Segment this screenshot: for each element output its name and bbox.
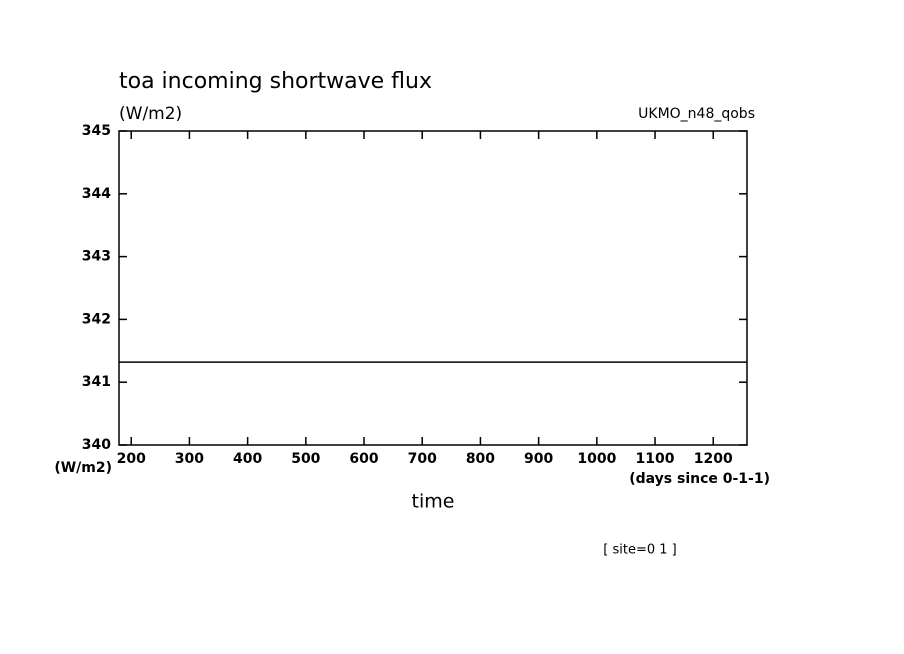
- y-tick-label: 345: [82, 123, 111, 139]
- plot-frame: [118, 130, 748, 446]
- y-tick-label: 342: [82, 311, 111, 327]
- y-tick-label: 340: [82, 437, 111, 453]
- x-units: (days since 0-1-1): [629, 471, 770, 487]
- x-tick-label: 700: [408, 451, 437, 467]
- x-tick-label: 400: [233, 451, 262, 467]
- y-tick-label: 344: [82, 186, 111, 202]
- y-axis-label: (W/m2): [119, 104, 182, 124]
- x-axis-label: time: [412, 491, 455, 513]
- x-tick-label: 900: [524, 451, 553, 467]
- dataset-label: UKMO_n48_qobs: [638, 106, 755, 122]
- x-tick-label: 500: [291, 451, 320, 467]
- x-tick-label: 200: [117, 451, 146, 467]
- chart-title: toa incoming shortwave flux: [119, 69, 432, 94]
- x-tick-label: 1200: [694, 451, 733, 467]
- y-units: (W/m2): [54, 460, 112, 476]
- y-tick-label: 343: [82, 249, 111, 265]
- y-tick-label: 341: [82, 374, 111, 390]
- x-tick-label: 300: [175, 451, 204, 467]
- annotation: [ site=0 1 ]: [603, 543, 676, 558]
- x-tick-label: 1000: [577, 451, 616, 467]
- x-tick-label: 1100: [636, 451, 675, 467]
- x-tick-label: 800: [466, 451, 495, 467]
- x-tick-label: 600: [349, 451, 378, 467]
